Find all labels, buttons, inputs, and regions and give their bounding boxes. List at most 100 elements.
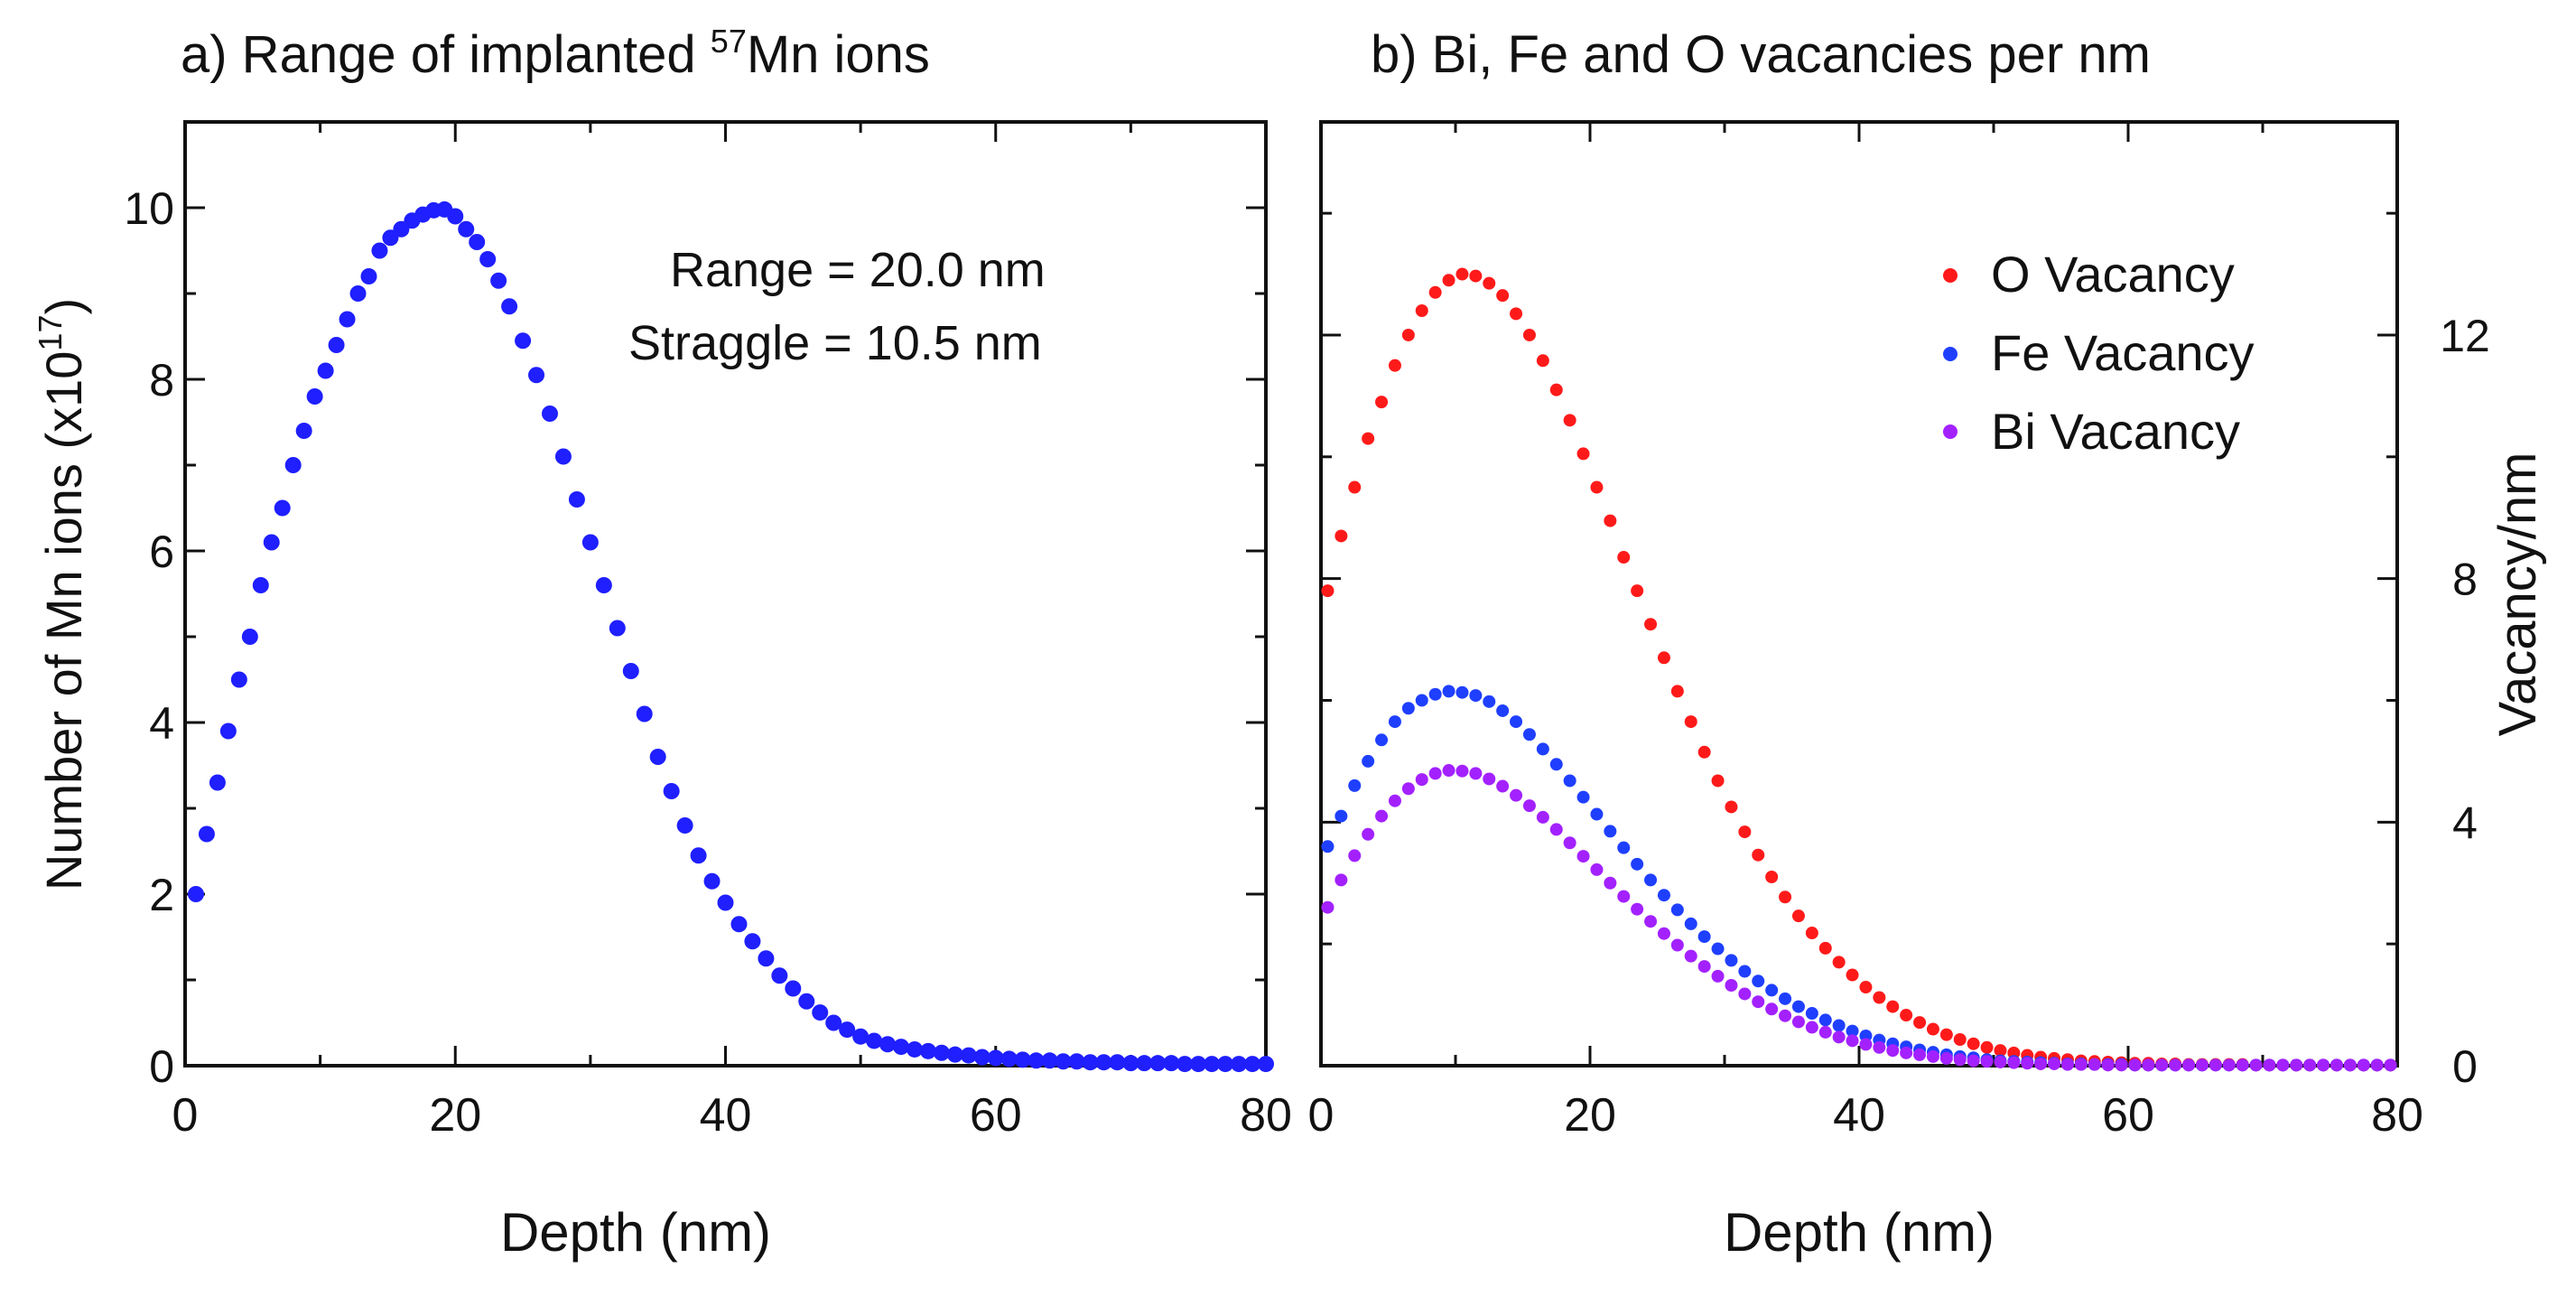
data-point-mn-ions	[595, 577, 612, 593]
data-point-mn-ions	[690, 847, 707, 864]
data-point-mn-ions	[663, 783, 680, 799]
data-point-bi-vacancy	[2048, 1057, 2061, 1070]
data-point-bi-vacancy	[1375, 809, 1389, 823]
data-point-mn-ions	[1176, 1056, 1194, 1073]
legend-marker-fe-vacancy	[1943, 347, 1958, 361]
legend-marker-o-vacancy	[1943, 268, 1958, 283]
data-point-bi-vacancy	[2169, 1058, 2182, 1072]
data-point-mn-ions	[284, 457, 302, 473]
panel-b-plot-frame	[1319, 120, 2399, 1068]
data-point-bi-vacancy	[1522, 799, 1536, 813]
data-point-mn-ions	[1231, 1056, 1248, 1073]
panel-a-xlabel: Depth (nm)	[500, 1202, 771, 1263]
data-point-fe-vacancy	[1725, 954, 1738, 967]
data-point-bi-vacancy	[1967, 1054, 1980, 1068]
data-point-mn-ions	[703, 872, 721, 890]
data-point-mn-ions	[1014, 1051, 1031, 1068]
panel-b-ticks	[1319, 122, 2399, 1068]
data-point-bi-vacancy	[2088, 1058, 2101, 1071]
data-point-bi-vacancy	[1738, 987, 1752, 1001]
data-point-mn-ions	[1041, 1052, 1058, 1069]
data-point-o-vacancy	[1590, 480, 1604, 494]
data-point-o-vacancy	[1617, 551, 1631, 564]
data-point-o-vacancy	[1522, 328, 1536, 341]
data-point-mn-ions	[501, 298, 518, 315]
data-point-fe-vacancy	[1496, 704, 1510, 717]
data-point-mn-ions	[852, 1028, 870, 1045]
data-point-bi-vacancy	[1657, 927, 1670, 940]
data-point-o-vacancy	[1388, 359, 1401, 372]
data-point-mn-ions	[554, 448, 572, 465]
data-point-o-vacancy	[1684, 715, 1697, 729]
data-point-mn-ions	[893, 1039, 910, 1056]
data-point-o-vacancy	[1670, 685, 1684, 698]
data-point-bi-vacancy	[1886, 1044, 1900, 1058]
panel-a: a) Range of implanted 57Mn ions 0 20 40 60 8…	[32, 23, 1292, 1263]
data-point-fe-vacancy	[1536, 742, 1549, 756]
data-point-mn-ions	[960, 1047, 977, 1064]
data-point-fe-vacancy	[1738, 965, 1752, 978]
data-point-fe-vacancy	[1348, 779, 1362, 792]
data-point-bi-vacancy	[1926, 1049, 1939, 1063]
data-point-fe-vacancy	[1604, 825, 1617, 838]
data-point-mn-ions	[1163, 1055, 1180, 1072]
data-point-mn-ions	[1095, 1054, 1112, 1071]
data-point-mn-ions	[879, 1036, 897, 1053]
data-point-bi-vacancy	[1939, 1051, 1953, 1065]
data-point-mn-ions	[1136, 1055, 1153, 1072]
data-point-fe-vacancy	[1510, 715, 1523, 729]
data-point-fe-vacancy	[1791, 1000, 1805, 1013]
data-point-o-vacancy	[1752, 848, 1765, 862]
data-point-mn-ions	[458, 220, 475, 238]
panel-b: b) Bi, Fe and O vacancies per nm 0 20 40 60…	[1308, 25, 2547, 1263]
data-point-mn-ions	[317, 362, 334, 379]
data-point-bi-vacancy	[2330, 1058, 2343, 1072]
data-point-mn-ions	[622, 663, 639, 679]
data-point-mn-ions	[1190, 1056, 1207, 1073]
data-point-mn-ions	[490, 272, 507, 289]
data-point-mn-ions	[866, 1032, 883, 1049]
data-point-mn-ions	[919, 1042, 936, 1059]
data-point-bi-vacancy	[2222, 1058, 2236, 1072]
panel-b-tick-labels: 0 20 40 60 80 0 4 8 12	[1308, 311, 2490, 1142]
data-point-mn-ions	[744, 933, 761, 950]
data-point-bi-vacancy	[1818, 1025, 1832, 1039]
data-point-fe-vacancy	[1832, 1019, 1846, 1032]
y-tick-label: 0	[149, 1041, 174, 1092]
data-point-mn-ions	[198, 825, 215, 843]
data-point-bi-vacancy	[2370, 1058, 2384, 1072]
panel-b-ylabel-right: Vacancy/nm	[2488, 452, 2547, 737]
data-point-bi-vacancy	[1644, 915, 1658, 928]
data-point-o-vacancy	[1348, 480, 1362, 494]
data-point-fe-vacancy	[1644, 873, 1658, 887]
data-point-mn-ions	[825, 1014, 842, 1031]
data-point-o-vacancy	[1711, 774, 1725, 788]
data-point-bi-vacancy	[1779, 1009, 1792, 1022]
panel-a-ylabel: Number of Mn ions (x1017)	[32, 298, 92, 890]
data-point-bi-vacancy	[1832, 1030, 1846, 1044]
data-point-mn-ions	[785, 980, 802, 997]
data-point-o-vacancy	[1442, 274, 1455, 287]
data-point-bi-vacancy	[1913, 1048, 1927, 1061]
data-point-mn-ions	[1068, 1053, 1085, 1070]
data-point-mn-ions	[946, 1046, 963, 1063]
data-point-bi-vacancy	[2142, 1058, 2155, 1072]
data-point-mn-ions	[798, 993, 815, 1010]
data-point-mn-ions	[339, 311, 356, 328]
data-point-mn-ions	[839, 1021, 856, 1039]
data-point-mn-ions	[717, 894, 734, 911]
data-point-bi-vacancy	[1334, 873, 1348, 887]
data-point-mn-ions	[1149, 1055, 1167, 1072]
data-point-o-vacancy	[1428, 285, 1442, 299]
data-point-o-vacancy	[1469, 269, 1483, 283]
x-tick-label: 80	[2371, 1089, 2423, 1142]
data-point-fe-vacancy	[1711, 942, 1725, 956]
data-point-fe-vacancy	[1617, 841, 1631, 854]
data-point-bi-vacancy	[1321, 900, 1334, 914]
data-point-o-vacancy	[1375, 396, 1389, 409]
x-tick-label: 40	[700, 1089, 752, 1142]
data-point-bi-vacancy	[1711, 969, 1725, 983]
data-point-bi-vacancy	[2303, 1058, 2317, 1072]
data-point-fe-vacancy	[1401, 702, 1415, 715]
